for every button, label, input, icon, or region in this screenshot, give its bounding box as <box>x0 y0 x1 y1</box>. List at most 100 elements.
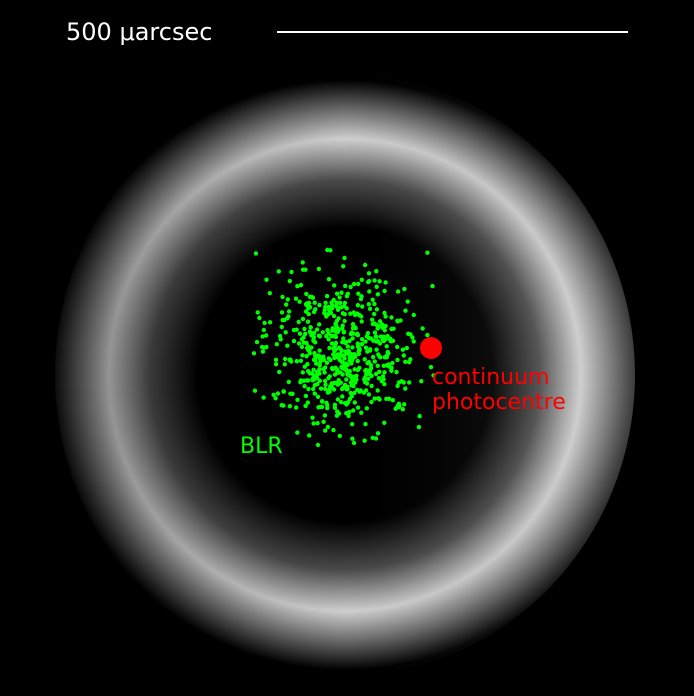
blr-cloud-point <box>284 302 289 307</box>
blr-cloud-point <box>355 331 360 336</box>
blr-cloud-point <box>314 327 320 332</box>
blr-cloud-point <box>416 424 422 430</box>
blr-cloud-point <box>395 344 400 350</box>
blr-cloud-point <box>333 334 339 340</box>
blr-cloud-point <box>251 351 257 356</box>
blr-cloud-point <box>345 400 351 405</box>
blr-cloud-point <box>303 309 309 314</box>
blr-cloud-point <box>267 320 273 325</box>
blr-cloud-point <box>296 341 302 346</box>
blr-cloud-point <box>279 324 284 330</box>
blr-cloud-point <box>323 300 328 305</box>
blr-cloud-point <box>331 297 336 303</box>
blr-cloud-point <box>362 357 367 362</box>
blr-cloud-point <box>291 338 297 344</box>
blr-cloud-point <box>394 369 399 375</box>
blr-cloud-point <box>303 393 309 399</box>
blr-cloud-point <box>375 431 381 436</box>
blr-cloud-point <box>331 345 337 351</box>
blr-cloud-point <box>314 361 319 366</box>
blr-cloud-point <box>324 360 330 365</box>
blr-cloud-point <box>376 375 382 381</box>
blr-cloud-point <box>285 316 290 321</box>
blr-cloud-point <box>333 321 338 327</box>
blr-cloud-point <box>315 421 320 426</box>
blr-cloud-point <box>396 401 402 406</box>
blr-cloud-point <box>346 413 351 419</box>
blr-cloud-point <box>375 292 381 297</box>
torus-shading <box>55 75 635 675</box>
blr-cloud-point <box>360 304 365 309</box>
blr-cloud-point <box>356 351 361 357</box>
blr-cloud-point <box>376 396 381 401</box>
blr-cloud-point <box>349 355 354 361</box>
blr-cloud-point <box>279 403 284 408</box>
blr-cloud-point <box>343 367 348 373</box>
blr-cloud-point <box>340 394 345 399</box>
blr-cloud-point <box>262 320 267 326</box>
blr-cloud-point <box>363 345 369 350</box>
blr-cloud-point <box>338 300 343 306</box>
blr-cloud-point <box>388 365 394 371</box>
blr-cloud-point <box>358 388 363 393</box>
blr-cloud-point <box>297 331 303 336</box>
blr-cloud-point <box>406 331 411 336</box>
blr-cloud-point <box>384 353 389 359</box>
blr-cloud-point <box>382 310 387 316</box>
blr-cloud-point <box>323 386 328 392</box>
blr-cloud-point <box>252 388 258 393</box>
blr-cloud-point <box>364 406 369 411</box>
blr-cloud-point <box>362 262 368 268</box>
blr-cloud-point <box>401 380 406 385</box>
blr-cloud-point <box>325 247 330 253</box>
blr-cloud-point <box>351 440 357 446</box>
blr-cloud-point <box>341 330 346 335</box>
blr-cloud-point <box>335 397 341 402</box>
blr-cloud-point <box>336 316 341 321</box>
blr-cloud-point <box>407 380 412 385</box>
blr-cloud-point <box>351 310 356 315</box>
blr-cloud-point <box>390 360 395 366</box>
blr-cloud-point <box>403 386 408 391</box>
blr-cloud-point <box>332 402 338 407</box>
blr-cloud-point <box>306 386 311 392</box>
blr-cloud-point <box>323 428 328 433</box>
blr-cloud-point <box>316 333 322 338</box>
blr-cloud-point <box>328 386 333 391</box>
blr-cloud-point <box>279 310 285 315</box>
blr-cloud-point <box>355 341 360 346</box>
blr-cloud-point <box>323 304 328 310</box>
blr-cloud-point <box>351 383 356 389</box>
blr-cloud-point <box>388 339 394 344</box>
blr-cloud-point <box>347 338 352 344</box>
blr-cloud-point <box>294 359 299 364</box>
blr-cloud-point <box>411 339 416 344</box>
blr-cloud-point <box>334 291 340 296</box>
blr-cloud-point <box>317 363 322 368</box>
blr-cloud-point <box>382 370 387 375</box>
blr-cloud-point <box>318 386 324 391</box>
blr-cloud-point <box>355 367 361 373</box>
blr-cloud-point <box>298 282 304 288</box>
blr-cloud-point <box>402 402 407 407</box>
blr-cloud-point <box>403 359 408 364</box>
blr-cloud-point <box>382 328 387 333</box>
blr-cloud-point <box>317 367 322 372</box>
blr-cloud-point <box>339 290 344 295</box>
blr-cloud-point <box>335 369 340 374</box>
blr-cloud-point <box>390 398 395 403</box>
blr-cloud-point <box>339 359 344 364</box>
blr-cloud-point <box>295 430 300 435</box>
blr-cloud-point <box>302 326 307 332</box>
blr-cloud-point <box>350 331 356 336</box>
blr-cloud-point <box>285 297 290 302</box>
blr-cloud-point <box>282 356 288 362</box>
blr-cloud-point <box>325 424 331 430</box>
blr-cloud-point <box>261 327 266 333</box>
blr-cloud-point <box>363 421 368 427</box>
blr-cloud-point <box>349 351 354 357</box>
blr-cloud-point <box>350 436 355 441</box>
blr-cloud-point <box>367 348 373 353</box>
blr-cloud-point <box>339 400 344 405</box>
blr-cloud-point <box>316 266 322 272</box>
